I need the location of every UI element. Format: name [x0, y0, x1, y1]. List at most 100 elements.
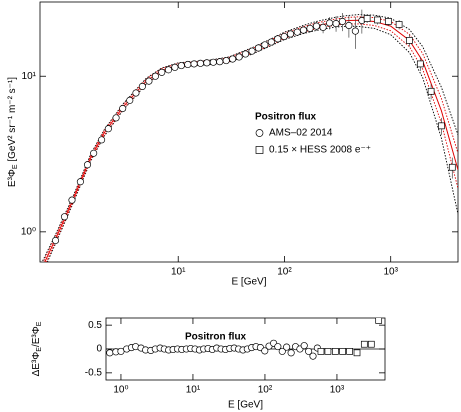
model-curve	[41, 14, 458, 262]
y-axis-label-part: E	[36, 321, 43, 326]
data-point	[222, 57, 230, 65]
y-tick-label: 10⁰	[21, 226, 36, 237]
x-tick-label: 10¹	[186, 385, 201, 396]
y-axis-label-part: [GeV² sr⁻¹ m⁻² s⁻¹]	[7, 77, 18, 165]
data-point	[145, 77, 153, 85]
y-tick-label: -0.5	[85, 367, 103, 378]
data-point	[395, 21, 403, 28]
data-point	[60, 213, 69, 221]
legend-marker	[255, 129, 264, 137]
x-tick-label: 10²	[277, 267, 292, 278]
y-tick-label: 10¹	[22, 71, 37, 82]
data-point	[360, 340, 368, 348]
data-point	[287, 349, 295, 357]
annotation: Positron flux	[185, 332, 247, 343]
data-point	[351, 27, 359, 35]
data-point	[119, 104, 127, 113]
data-point	[339, 348, 346, 355]
data-point	[300, 342, 308, 350]
data-point	[196, 59, 205, 67]
plot-area	[106, 318, 383, 360]
data-point	[229, 55, 237, 63]
data-point	[384, 18, 392, 25]
data-point	[151, 72, 159, 80]
data-point	[283, 343, 291, 351]
data-point	[306, 24, 314, 32]
data-point	[324, 348, 332, 355]
data-point	[309, 352, 317, 360]
data-point	[438, 122, 445, 130]
data-point	[261, 41, 269, 49]
data-point	[317, 348, 325, 355]
data-point	[112, 114, 120, 122]
data-point	[158, 68, 166, 76]
data-point	[375, 318, 383, 324]
legend-marker	[255, 146, 264, 154]
model-curve	[46, 25, 458, 262]
y-axis-label-part: E	[36, 347, 43, 352]
model-curve	[45, 23, 458, 262]
y-tick-label: 0	[96, 344, 102, 355]
data-point	[305, 347, 313, 355]
legend-label: AMS–02 2014	[269, 128, 333, 139]
x-tick-label: 10³	[383, 267, 398, 278]
data-point	[203, 59, 211, 67]
data-point	[274, 343, 282, 351]
data-point	[286, 30, 295, 38]
y-axis-label-part: E³Φ	[7, 169, 18, 187]
data-point	[332, 20, 340, 28]
data-point	[274, 35, 282, 43]
data-point	[299, 26, 308, 34]
data-point	[326, 19, 334, 27]
x-tick-label: 10¹	[171, 267, 186, 278]
x-axis-label: E [GeV]	[228, 400, 263, 411]
data-point	[132, 89, 140, 97]
data-point	[338, 17, 346, 25]
data-point	[312, 22, 320, 30]
y-axis-label-part: E	[12, 164, 19, 169]
data-point	[90, 149, 98, 157]
data-point	[353, 349, 361, 357]
plot-area	[41, 9, 458, 262]
data-point	[416, 60, 424, 68]
data-point	[164, 66, 173, 74]
data-point	[280, 32, 288, 41]
data-point	[177, 62, 185, 70]
x-tick-label: 10³	[330, 385, 345, 396]
data-point	[104, 125, 112, 133]
data-point	[209, 58, 217, 66]
data-point	[98, 136, 106, 144]
x-axis-label: E [GeV]	[231, 277, 266, 288]
data-point	[68, 196, 76, 204]
data-point	[278, 347, 286, 355]
data-point	[374, 16, 381, 24]
y-axis-label: ΔE³ΦE/E³ΦE	[31, 321, 44, 376]
x-tick-label: 10²	[258, 385, 273, 396]
data-point	[346, 348, 353, 355]
data-point	[406, 37, 413, 44]
data-point	[235, 53, 243, 61]
data-point	[241, 50, 250, 58]
data-point	[331, 348, 339, 355]
data-point	[184, 60, 192, 69]
y-axis-label: E³ΦE [GeV² sr⁻¹ m⁻² s⁻¹]	[7, 77, 20, 187]
y-tick-label: 0.5	[88, 320, 102, 331]
data-point	[106, 349, 114, 357]
data-point	[51, 236, 60, 245]
data-point	[261, 347, 269, 355]
data-point	[190, 60, 198, 68]
data-point	[367, 340, 375, 348]
legend-title: Positron flux	[255, 112, 317, 123]
data-point	[138, 82, 146, 90]
data-point	[171, 63, 179, 71]
data-point	[319, 23, 327, 31]
data-point	[76, 178, 84, 186]
data-point	[345, 21, 353, 30]
y-axis-label-part: ΔE³Φ	[31, 352, 42, 377]
data-point	[363, 15, 371, 22]
legend-label: 0.15 × HESS 2008 e⁻⁺	[269, 145, 371, 156]
data-point	[126, 96, 134, 104]
x-tick-label: 10⁰	[113, 385, 128, 396]
y-axis-label-part: /E³Φ	[31, 326, 42, 347]
